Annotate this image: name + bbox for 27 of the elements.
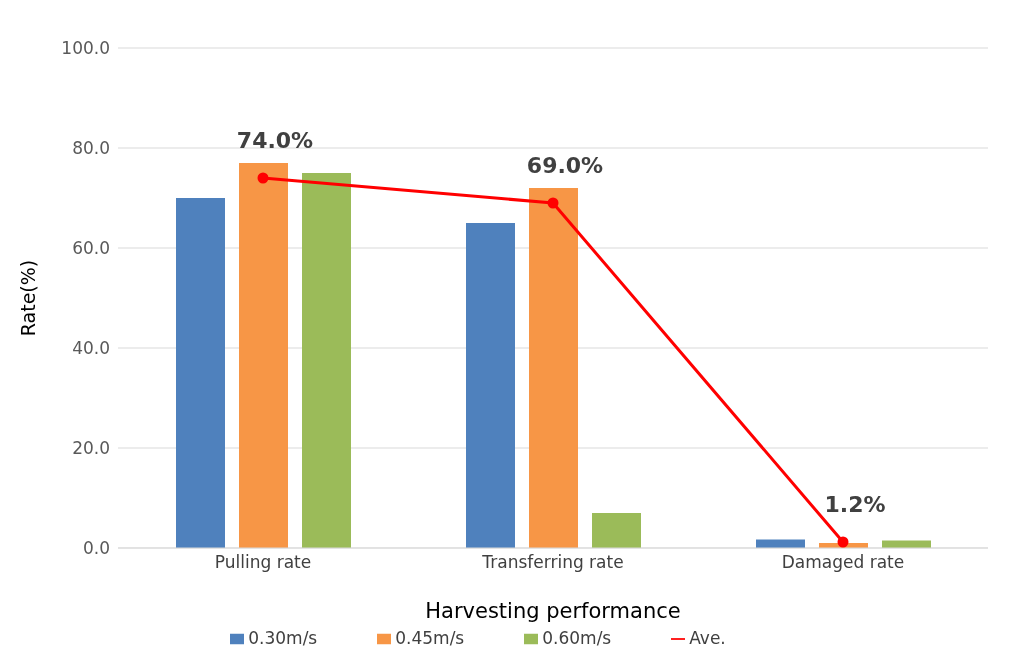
legend-label: 0.45m/s [395, 628, 465, 648]
y-tick-label: 20.0 [72, 438, 110, 459]
x-tick-label: Pulling rate [214, 552, 312, 573]
bar [529, 188, 578, 548]
y-tick-label: 80.0 [72, 138, 110, 159]
y-axis-title: Rate(%) [16, 259, 39, 337]
bar [176, 198, 225, 548]
x-tick-label: Damaged rate [781, 552, 905, 573]
legend-label: Ave. [689, 628, 726, 648]
bar [239, 163, 288, 548]
point [257, 172, 269, 184]
point [837, 536, 849, 548]
y-tick-label: 100.0 [61, 38, 110, 59]
data-label: 1.2% [824, 492, 886, 517]
y-tick-label: 60.0 [72, 238, 110, 259]
data-label: 69.0% [526, 153, 604, 178]
bar [466, 223, 515, 548]
y-tick-label: 0.0 [82, 538, 110, 559]
y-tick-label: 40.0 [72, 338, 110, 359]
legend-label: 0.60m/s [542, 628, 612, 648]
legend-label: 0.30m/s [248, 628, 318, 648]
x-axis-title: Harvesting performance [425, 599, 681, 623]
bar [592, 513, 641, 548]
data-label: 74.0% [236, 128, 314, 153]
bar [302, 173, 351, 548]
point [547, 197, 559, 209]
x-tick-label: Transferring rate [481, 552, 624, 573]
